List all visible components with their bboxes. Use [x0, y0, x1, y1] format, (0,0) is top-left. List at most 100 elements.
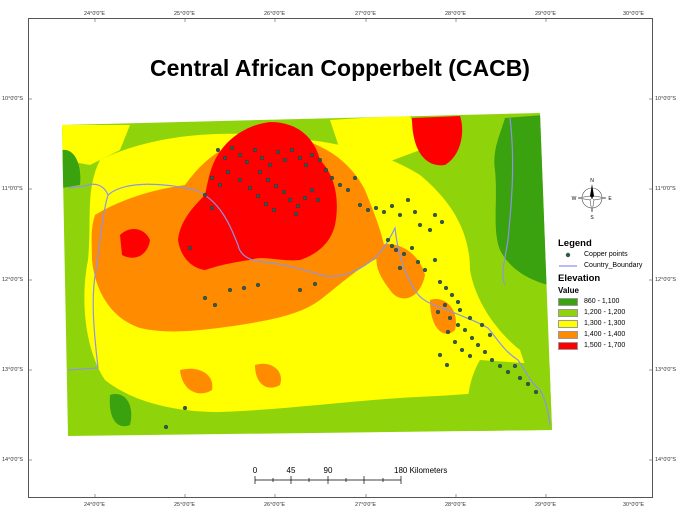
copper-point: [295, 203, 301, 209]
legend-label: 1,200 - 1,200: [584, 309, 626, 316]
copper-point: [209, 175, 215, 181]
left-tick-label: 11°0'0"S: [2, 186, 23, 192]
elevation-class-860: [109, 394, 132, 427]
copper-point: [281, 189, 287, 195]
copper-point: [482, 349, 488, 355]
copper-point: [202, 192, 208, 198]
legend-item-elevation-class: 860 - 1,100: [558, 296, 673, 307]
copper-point: [289, 147, 295, 153]
legend-label: 860 - 1,100: [584, 298, 620, 305]
legend-heading: Legend: [558, 238, 592, 249]
top-tick-label: 27°0'0"E: [355, 11, 377, 17]
copper-point: [267, 162, 273, 168]
scale-bar: [254, 476, 402, 484]
copper-point: [329, 175, 335, 181]
frame-ticks: [28, 18, 653, 498]
copper-point: [244, 159, 250, 165]
copper-point: [437, 279, 443, 285]
copper-point: [303, 162, 309, 168]
left-tick-label: 12°0'0"S: [2, 277, 24, 283]
legend-elevation-heading: Elevation: [558, 273, 601, 284]
copper-point: [475, 342, 481, 348]
copper-point: [401, 251, 407, 257]
copper-point: [182, 405, 188, 411]
south-label: S: [590, 215, 594, 221]
copper-point: [265, 177, 271, 183]
color-swatch: [558, 319, 578, 328]
legend-item-elevation-class: 1,400 - 1,400: [558, 329, 673, 340]
copper-point: [397, 265, 403, 271]
copper-point: [417, 222, 423, 228]
top-tick-label: 30°0'0"E: [623, 11, 645, 17]
copper-point: [257, 169, 263, 175]
copper-point: [432, 212, 438, 218]
right-tick-label: 10°0'0"S: [655, 96, 677, 102]
copper-point: [357, 202, 363, 208]
copper-point: [533, 389, 539, 395]
legend-label: Country_Boundary: [584, 262, 643, 269]
copper-point: [512, 363, 518, 369]
copper-point: [287, 197, 293, 203]
copper-point: [263, 201, 269, 207]
copper-point: [449, 292, 455, 298]
left-tick-label: 10°0'0"S: [2, 96, 24, 102]
copper-point: [467, 353, 473, 359]
copper-point: [273, 183, 279, 189]
copper-point: [381, 209, 387, 215]
elevation-class-1400: [376, 244, 425, 299]
copper-point: [345, 187, 351, 193]
copper-point: [447, 315, 453, 321]
legend-label: 1,400 - 1,400: [584, 331, 626, 338]
map-frame: [28, 18, 653, 498]
copper-point: [412, 209, 418, 215]
copper-point: [209, 205, 215, 211]
copper-point: [422, 267, 428, 273]
copper-point: [312, 281, 318, 287]
copper-point: [302, 195, 308, 201]
copper-point: [352, 175, 358, 181]
copper-point: [497, 363, 503, 369]
copper-point: [202, 295, 208, 301]
copper-point: [457, 307, 463, 313]
elevation-class-860: [62, 149, 81, 188]
copper-point: [459, 347, 465, 353]
copper-point: [275, 149, 281, 155]
top-tick-label: 25°0'0"E: [174, 11, 196, 17]
copper-point: [317, 157, 323, 163]
copper-point: [315, 197, 321, 203]
copper-point: [297, 287, 303, 293]
copper-point: [469, 335, 475, 341]
elevation-class-1300: [330, 115, 420, 165]
top-tick-label: 24°0'0"E: [84, 11, 106, 17]
copper-point: [393, 247, 399, 253]
color-swatch: [558, 341, 578, 350]
boundary-line-icon: [559, 264, 577, 267]
right-tick-label: 11°0'0"S: [655, 186, 676, 192]
copper-point: [252, 147, 258, 153]
copper-point: [397, 212, 403, 218]
copper-point: [293, 211, 299, 217]
country-boundary: [502, 117, 514, 286]
copper-point: [442, 302, 448, 308]
color-swatch: [558, 297, 578, 306]
copper-point: [479, 322, 485, 328]
right-tick-label: 12°0'0"S: [655, 277, 677, 283]
copper-point: [212, 302, 218, 308]
copper-point: [443, 285, 449, 291]
bottom-tick-label: 29°0'0"E: [535, 502, 557, 508]
map-title: Central African Copperbelt (CACB): [150, 55, 530, 81]
copper-point: [237, 152, 243, 158]
right-tick-label: 13°0'0"S: [655, 367, 677, 373]
copper-point: [444, 362, 450, 368]
copper-point: [389, 243, 395, 249]
bottom-tick-label: 27°0'0"E: [355, 502, 377, 508]
top-tick-label: 26°0'0"E: [264, 11, 286, 17]
legend-item-elevation-class: 1,500 - 1,700: [558, 340, 673, 351]
legend-label: 1,500 - 1,700: [584, 342, 626, 349]
copper-point: [297, 155, 303, 161]
copper-point: [437, 352, 443, 358]
elevation-class-1400: [255, 363, 281, 388]
copper-point: [309, 187, 315, 193]
legend: Legend Copper points Country_Boundary El…: [558, 238, 673, 351]
